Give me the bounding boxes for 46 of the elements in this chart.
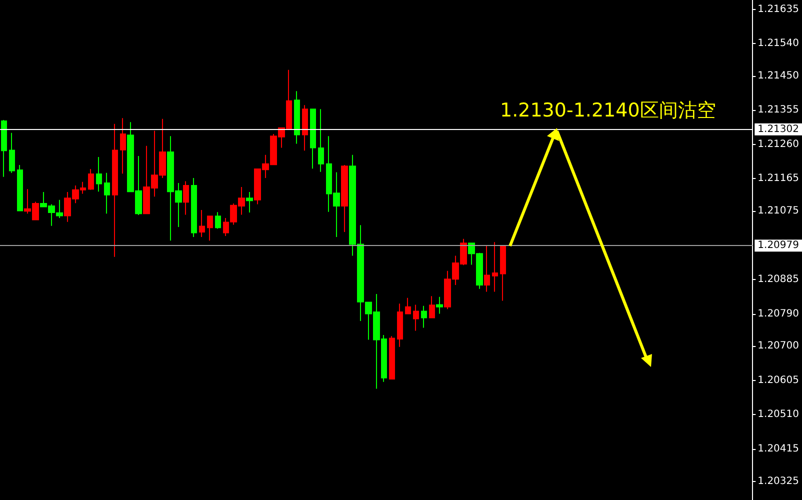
candlestick	[341, 164, 348, 232]
candlestick	[215, 212, 221, 230]
y-tick-label: 1.21260	[758, 138, 800, 150]
candlestick	[183, 180, 189, 216]
y-tick-label: 1.20885	[758, 274, 800, 286]
y-tick-label: 1.20790	[758, 308, 800, 320]
y-tick-label: 1.21450	[758, 70, 800, 82]
candlestick	[246, 192, 253, 214]
y-tick-label: 1.20325	[758, 476, 800, 487]
y-tick-label: 1.20605	[758, 374, 800, 386]
candlestick	[9, 132, 15, 174]
candlestick	[318, 108, 324, 172]
candlestick	[436, 296, 443, 314]
candlestick	[484, 244, 490, 292]
candlestick	[302, 104, 308, 152]
ref-line-label: 1.20979	[758, 240, 800, 252]
candlestick	[199, 210, 205, 238]
annotation: 1.2130-1.2140区间沽空	[500, 100, 716, 122]
candlestick	[104, 172, 110, 214]
candlestick	[500, 244, 506, 302]
candlestick	[405, 297, 411, 314]
candlestick	[492, 242, 498, 292]
candlestick	[389, 336, 395, 380]
candlestick	[429, 296, 435, 318]
candlestick	[1, 119, 7, 178]
y-tick-label: 1.21075	[758, 206, 800, 217]
candlestick	[112, 123, 118, 258]
y-tick-label: 1.21540	[758, 38, 800, 50]
candlestick	[413, 304, 419, 332]
candlestick	[17, 164, 23, 212]
y-tick-label: 1.21635	[758, 4, 800, 15]
y-tick-label: 1.20415	[758, 443, 800, 454]
candlestick	[207, 216, 213, 242]
ref-line-label: 1.21302	[758, 124, 800, 135]
y-tick-label: 1.20700	[758, 340, 800, 352]
y-tick-label: 1.20510	[758, 409, 800, 420]
candlestick	[294, 90, 300, 144]
candlestick	[397, 303, 403, 348]
candlestick	[191, 177, 197, 238]
y-tick-label: 1.21355	[758, 104, 800, 116]
candlestick	[120, 118, 126, 174]
candlestick	[421, 305, 427, 328]
candlestick	[310, 108, 316, 170]
candlestick	[96, 156, 102, 192]
candlestick	[88, 168, 94, 190]
y-tick-label: 1.21165	[758, 173, 800, 184]
